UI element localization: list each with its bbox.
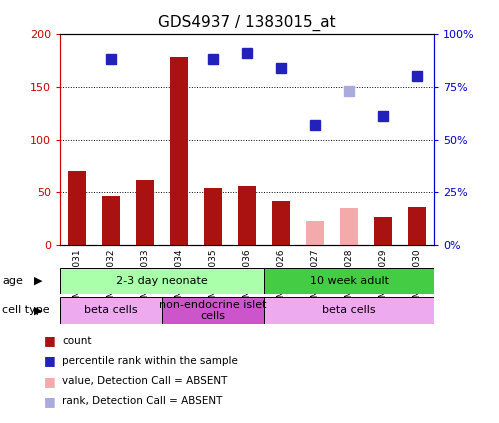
Text: cell type: cell type [2,305,50,316]
Text: non-endocrine islet
cells: non-endocrine islet cells [159,299,267,321]
Text: GDS4937 / 1383015_at: GDS4937 / 1383015_at [158,15,336,31]
Text: 2-3 day neonate: 2-3 day neonate [116,276,208,286]
Bar [60,297,162,324]
Text: beta cells: beta cells [322,305,376,316]
Text: 10 week adult: 10 week adult [309,276,389,286]
Bar [238,186,256,245]
Text: ▶: ▶ [34,305,42,316]
Bar [67,171,86,245]
Bar [264,268,434,294]
Text: rank, Detection Call = ABSENT: rank, Detection Call = ABSENT [62,396,223,407]
Text: ■: ■ [44,354,56,367]
Text: value, Detection Call = ABSENT: value, Detection Call = ABSENT [62,376,228,386]
Bar [136,180,154,245]
Bar [204,188,223,245]
Text: ■: ■ [44,395,56,408]
Text: beta cells: beta cells [84,305,138,316]
Bar [264,297,434,324]
Text: ■: ■ [44,375,56,387]
Text: ▶: ▶ [34,276,42,286]
Text: count: count [62,335,92,346]
Bar [306,221,324,245]
Bar [374,217,392,245]
Bar [170,57,188,245]
Text: age: age [2,276,23,286]
Bar [60,268,264,294]
Bar [340,209,358,245]
Bar [408,207,427,245]
Text: ■: ■ [44,334,56,347]
Bar [162,297,264,324]
Bar [271,201,290,245]
Bar [102,195,120,245]
Text: percentile rank within the sample: percentile rank within the sample [62,356,238,366]
